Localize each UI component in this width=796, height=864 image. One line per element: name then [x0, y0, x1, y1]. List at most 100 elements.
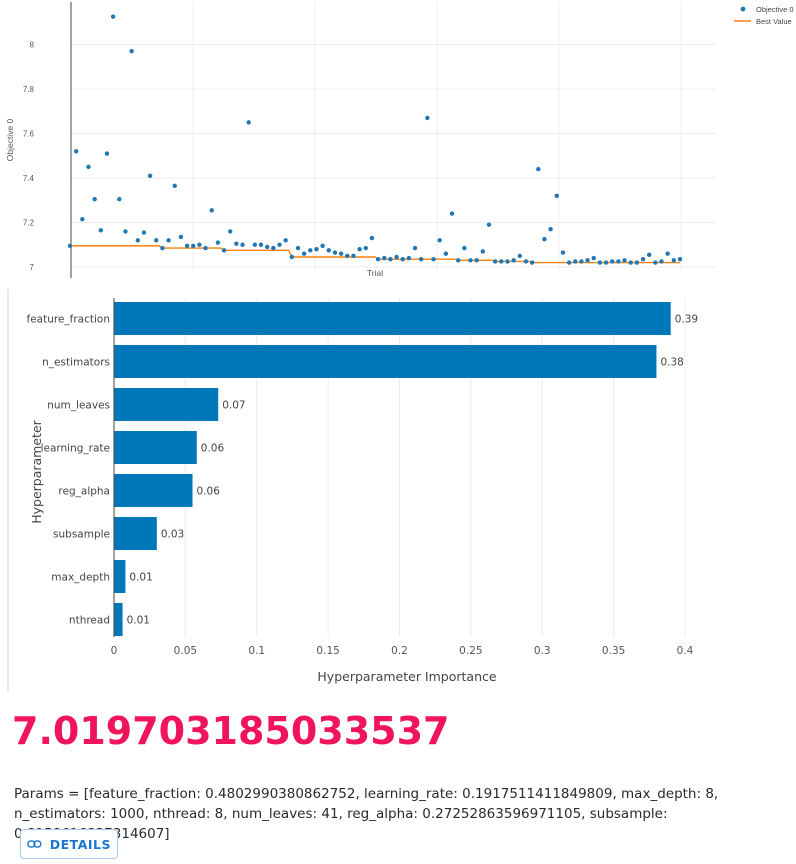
- importance-x-label: Hyperparameter Importance: [317, 669, 496, 684]
- importance-x-tick-label: 0.15: [316, 645, 339, 657]
- objective-point: [104, 151, 110, 156]
- importance-category-label: nthread: [69, 615, 110, 627]
- best-value-line: [70, 245, 680, 264]
- objective-point: [295, 245, 301, 251]
- best-objective-value: 7.019703185033537: [12, 709, 450, 753]
- optimization-history-chart: 7 7.2 7.4 7.6 7.8 8 Trial Objective 0 Objecti…: [5, 2, 794, 278]
- history-x-label: Trial: [367, 268, 383, 278]
- history-y-tick-label: 7.8: [23, 85, 35, 94]
- importance-value-label: 0.01: [127, 615, 150, 627]
- importance-category-label: subsample: [53, 529, 110, 541]
- objective-point: [474, 258, 479, 263]
- objective-point: [147, 173, 153, 178]
- objective-point: [332, 250, 338, 255]
- objective-point: [67, 243, 73, 249]
- importance-value-label: 0.39: [675, 314, 698, 326]
- objective-point: [431, 257, 436, 262]
- objective-point: [73, 149, 79, 154]
- objective-point: [203, 245, 208, 251]
- objective-point: [671, 258, 677, 263]
- objective-point: [252, 242, 258, 247]
- objective-point: [135, 238, 140, 243]
- objective-point: [382, 255, 387, 261]
- link-icon: [27, 840, 42, 848]
- objective-point: [160, 245, 165, 251]
- objective-point: [536, 166, 541, 172]
- objective-points-group: [67, 14, 683, 265]
- objective-point: [443, 251, 449, 256]
- objective-point: [363, 245, 368, 251]
- importance-category-label: num_leaves: [47, 400, 110, 412]
- importance-bar: [114, 345, 657, 378]
- importance-value-label: 0.06: [201, 443, 225, 455]
- best-params-text: Params = [feature_fraction: 0.4802990380…: [14, 786, 719, 842]
- importance-bar: [114, 603, 123, 636]
- objective-point: [86, 164, 91, 170]
- objective-point: [585, 258, 590, 263]
- importance-bar: [114, 302, 671, 335]
- objective-point: [283, 238, 288, 243]
- importance-x-tick-label: 0.2: [391, 645, 408, 657]
- importance-category-label: feature_fraction: [27, 314, 111, 326]
- objective-point: [320, 243, 325, 249]
- objective-point: [628, 260, 633, 265]
- details-button[interactable]: DETAILS: [20, 829, 118, 859]
- objective-point: [634, 260, 640, 265]
- objective-point: [486, 222, 492, 227]
- importance-x-tick-label: 0.05: [174, 645, 197, 657]
- importance-x-tick-label: 0.3: [534, 645, 551, 657]
- objective-point: [480, 249, 486, 254]
- objective-point: [412, 245, 418, 251]
- objective-point: [573, 259, 578, 264]
- objective-point: [184, 243, 190, 249]
- importance-category-label: reg_alpha: [58, 486, 110, 498]
- objective-point: [677, 257, 683, 262]
- objective-point: [499, 259, 504, 264]
- objective-point: [117, 196, 122, 202]
- history-legend[interactable]: Objective 0 Best Value: [734, 5, 794, 26]
- objective-point: [357, 247, 362, 252]
- objective-point: [178, 234, 184, 240]
- objective-point: [228, 229, 233, 234]
- legend-best-label: Best Value: [756, 17, 792, 26]
- objective-point: [449, 211, 455, 216]
- objective-point: [264, 244, 270, 250]
- objective-point: [246, 120, 251, 125]
- objective-point: [560, 250, 566, 255]
- objective-point: [234, 241, 239, 246]
- objective-point: [517, 253, 522, 259]
- objective-point: [542, 236, 547, 242]
- objective-point: [492, 259, 498, 264]
- objective-point: [215, 240, 221, 245]
- objective-point: [110, 14, 116, 19]
- importance-x-ticks: 0 0.05 0.1 0.15 0.2 0.25 0.3 0.35 0.4: [111, 645, 694, 657]
- objective-point: [548, 226, 553, 232]
- importance-value-label: 0.38: [660, 357, 683, 369]
- objective-point: [610, 259, 615, 264]
- objective-point: [375, 257, 381, 262]
- importance-y-label: Hyperparameter: [29, 419, 44, 523]
- history-y-tick-label: 8: [30, 41, 35, 50]
- importance-bar: [114, 388, 219, 421]
- objective-point: [141, 230, 147, 235]
- importance-x-tick-label: 0.35: [602, 645, 625, 657]
- objective-point: [369, 235, 375, 241]
- importance-bar: [114, 560, 126, 593]
- objective-point: [277, 242, 282, 247]
- objective-point: [271, 245, 276, 251]
- importance-value-label: 0.01: [129, 572, 152, 584]
- objective-point: [388, 257, 393, 262]
- objective-point: [529, 260, 535, 265]
- objective-point: [92, 196, 97, 202]
- importance-bar: [114, 517, 157, 550]
- importance-x-tick-label: 0.25: [459, 645, 482, 657]
- objective-point: [425, 115, 430, 121]
- objective-point: [129, 48, 134, 54]
- history-y-tick-label: 7: [30, 263, 35, 272]
- importance-bar: [114, 431, 197, 464]
- objective-point: [197, 242, 202, 247]
- history-y-tick-label: 7.4: [23, 174, 35, 183]
- objective-point: [566, 260, 572, 265]
- objective-point: [591, 255, 596, 261]
- objective-point: [622, 258, 627, 263]
